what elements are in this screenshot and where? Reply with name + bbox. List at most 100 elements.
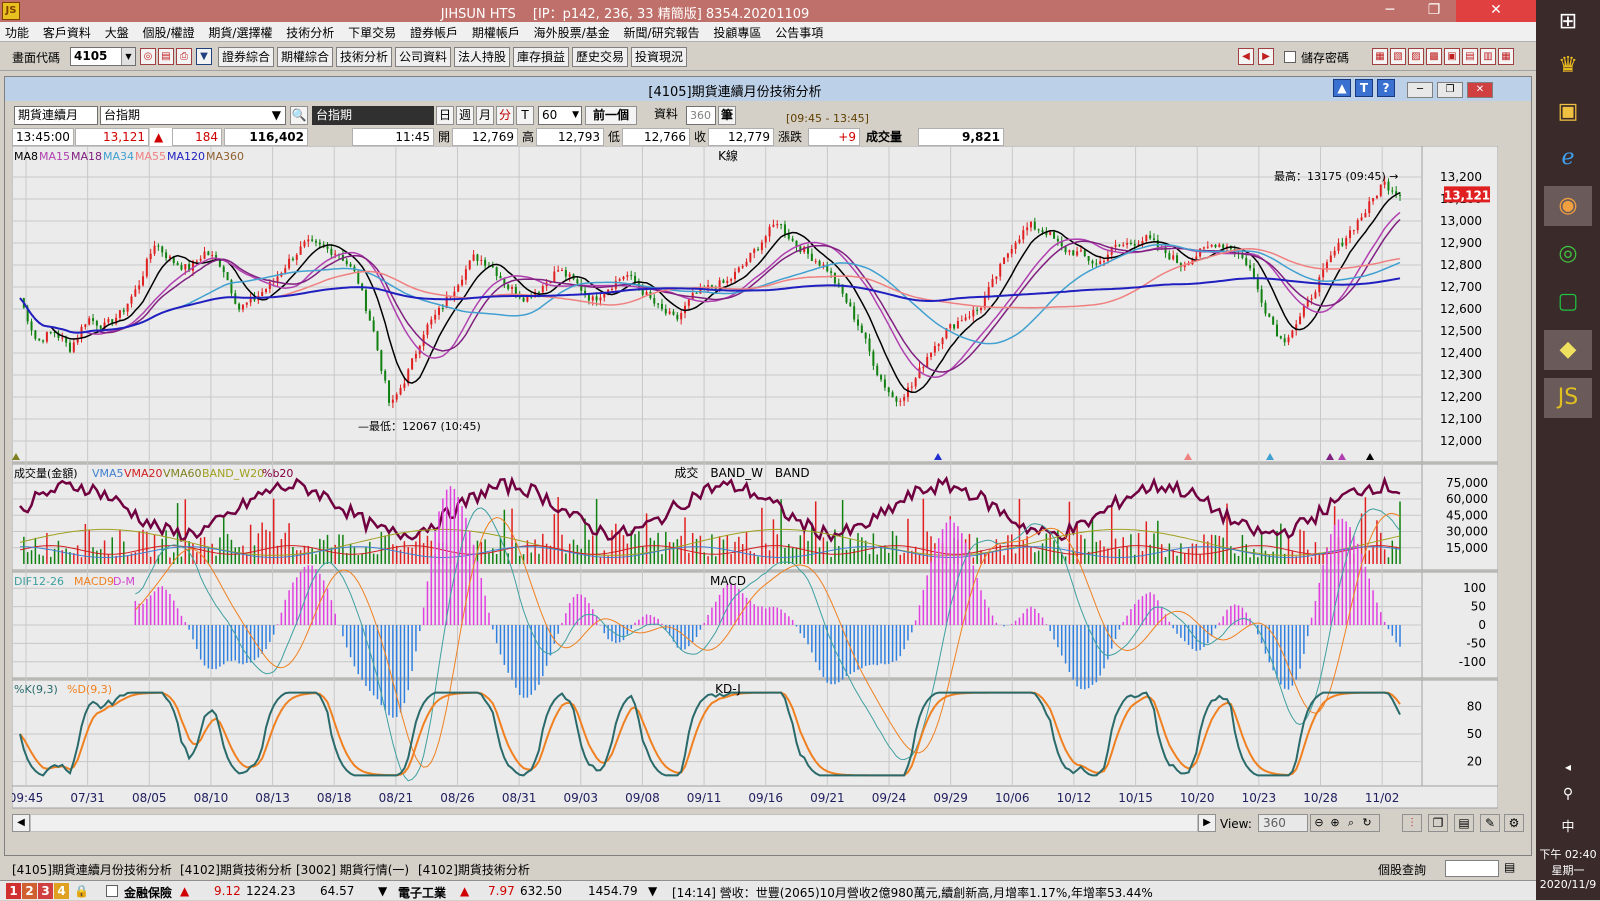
menu-item[interactable]: 大盤 (104, 26, 129, 40)
toolbar-button[interactable]: 法人持股 (454, 47, 510, 67)
tool-icon[interactable]: ▣ (1444, 48, 1460, 65)
chevron-down-icon[interactable]: ▼ (378, 884, 388, 898)
menu-item[interactable]: 海外股票/基金 (533, 26, 610, 40)
scroll-left-icon[interactable]: ◀ (12, 814, 30, 832)
news-ticker[interactable]: [14:14] 營收：世豐(2065)10月營收2億980萬元,續創新高,月增率… (672, 886, 1153, 900)
interval-select[interactable]: 60 ▼ (538, 106, 582, 125)
line-icon[interactable]: ▢ (1557, 289, 1579, 314)
print-icon[interactable]: ⎙ (176, 48, 192, 65)
gear-icon[interactable]: ⚙ (1504, 814, 1524, 832)
arrow-right-icon[interactable]: ▶ (1258, 48, 1274, 65)
tab-4105[interactable]: [4105]期貨連續月份技術分析 (12, 863, 172, 877)
period-month-button[interactable]: 月 (476, 106, 494, 125)
tab-3002[interactable]: [3002] 期貨行情(一) (296, 863, 410, 877)
menu-item[interactable]: 證券帳戶 (409, 26, 458, 40)
page-4-button[interactable]: 4 (54, 883, 69, 899)
tool-icon[interactable]: ▦ (1372, 48, 1388, 65)
ie-icon[interactable]: ℯ (1561, 145, 1575, 170)
up-icon[interactable]: ▲ (1333, 79, 1351, 97)
menu-item[interactable]: 期權帳戶 (471, 26, 520, 40)
ticker-checkbox[interactable] (106, 885, 118, 897)
toolbar-button[interactable]: 庫存損益 (513, 47, 569, 67)
menu-item[interactable]: 投顧專區 (713, 26, 762, 40)
period-week-button[interactable]: 週 (456, 106, 474, 125)
indicator-icon[interactable]: ⫶ (1402, 814, 1422, 832)
menu-item[interactable]: 期貨/選擇權 (208, 26, 273, 40)
tool-icon[interactable]: ▥ (1480, 48, 1496, 65)
dropdown-icon[interactable]: ▼ (196, 48, 212, 65)
note-icon[interactable]: ◆ (1544, 330, 1592, 370)
chevron-down-icon[interactable]: ▼ (648, 884, 658, 898)
network-icon[interactable]: ⚲ (1562, 786, 1574, 802)
search-icon[interactable]: 🔍 (290, 106, 308, 125)
period-minute-button[interactable]: 分 (496, 106, 514, 125)
close-icon[interactable]: ✕ (1467, 82, 1493, 98)
menu-item[interactable]: 新聞/研究報告 (623, 26, 700, 40)
list-icon[interactable]: ▤ (158, 48, 174, 65)
scroll-right-icon[interactable]: ▶ (1198, 814, 1216, 832)
toolbar-button[interactable]: 投資現況 (631, 47, 687, 67)
chart-area[interactable]: 09:45 07/31 08/05 08/10 08/13 08/18 08/21 08/26… (12, 146, 1498, 810)
period-day-button[interactable]: 日 (436, 106, 454, 125)
page-3-button[interactable]: 3 (38, 883, 53, 899)
prev-button[interactable]: 前一個 (585, 106, 637, 125)
chevron-down-icon[interactable]: ▼ (572, 110, 579, 120)
tool-icon[interactable]: ▨ (1408, 48, 1424, 65)
chart-svg[interactable]: 09:45 07/31 08/05 08/10 08/13 08/18 08/21 08/26… (12, 146, 1498, 810)
text-icon[interactable]: T (1355, 79, 1373, 97)
page-1-button[interactable]: 1 (6, 883, 21, 899)
search-icon[interactable]: ◎ (140, 48, 156, 65)
toolbar-button[interactable]: 證券綜合 (218, 47, 274, 67)
period-tick-button[interactable]: T (516, 106, 534, 125)
toolbar-button[interactable]: 技術分析 (336, 47, 392, 67)
toolbar-button[interactable]: 歷史交易 (572, 47, 628, 67)
page-2-button[interactable]: 2 (22, 883, 37, 899)
menu-item[interactable]: 技術分析 (286, 26, 335, 40)
chevron-down-icon[interactable]: ▼ (271, 108, 281, 122)
code-input[interactable]: 4105 ▼ (70, 47, 136, 66)
layout-icon[interactable]: ▤ (1454, 814, 1474, 832)
tool-icon[interactable]: ▧ (1390, 48, 1406, 65)
zoom-tools[interactable]: ⊖ ⊕ ⌕ ↻ (1310, 814, 1380, 832)
help-icon[interactable]: ? (1377, 79, 1395, 97)
zoom-in-icon[interactable]: ⊕ (1330, 816, 1340, 829)
tab-4102-b[interactable]: [4102]期貨技術分析 (418, 863, 530, 877)
paint-icon[interactable]: ◉ (1544, 186, 1592, 226)
view-input[interactable]: 360 (1258, 814, 1308, 832)
window-icon[interactable]: ❐ (1428, 814, 1448, 832)
tool-icon[interactable]: ▦ (1498, 48, 1514, 65)
product-select[interactable]: 台指期 ▼ (100, 106, 286, 125)
expand-tray-icon[interactable]: ◂ (1564, 760, 1572, 774)
magnify-icon[interactable]: ⌕ (1347, 816, 1355, 829)
toolbar-button[interactable]: 期權綜合 (277, 47, 333, 67)
pen-icon[interactable]: ✎ (1480, 814, 1500, 832)
minimize-icon[interactable]: ─ (1407, 82, 1433, 98)
refresh-icon[interactable]: ↻ (1362, 816, 1372, 829)
zoom-out-icon[interactable]: ⊖ (1314, 816, 1324, 829)
data-count-input[interactable]: 360 (686, 106, 716, 125)
save-password-checkbox[interactable] (1284, 51, 1296, 63)
tab-4102[interactable]: [4102]期貨技術分析 (180, 863, 292, 877)
tool-icon[interactable]: ▩ (1426, 48, 1442, 65)
restore-icon[interactable]: ❐ (1437, 82, 1463, 98)
menu-item[interactable]: 公告事項 (775, 26, 824, 40)
product-type-select[interactable]: 期貨連續月 (14, 106, 98, 125)
chrome-icon[interactable]: ◎ (1558, 241, 1578, 266)
menu-item[interactable]: 功能 (5, 26, 30, 40)
menu-item[interactable]: 下單交易 (348, 26, 397, 40)
ime-indicator[interactable]: 中 (1561, 820, 1575, 835)
close-icon[interactable]: ✕ (1456, 0, 1536, 22)
crown-icon[interactable]: ♛ (1558, 53, 1578, 78)
folder-icon[interactable]: ▣ (1557, 99, 1579, 124)
stock-query-input[interactable] (1445, 860, 1499, 877)
menu-item[interactable]: 客戶資料 (42, 26, 91, 40)
jihsun-icon[interactable]: JS (1544, 378, 1592, 418)
windows-start-icon[interactable]: ⊞ (1558, 9, 1578, 34)
lock-icon[interactable]: 🔒 (74, 884, 89, 898)
menu-item[interactable]: 個股/權證 (142, 26, 195, 40)
horizontal-scrollbar[interactable] (30, 814, 1198, 832)
minimize-icon[interactable]: ─ (1385, 2, 1395, 18)
restore-icon[interactable]: ❐ (1427, 2, 1441, 18)
chevron-down-icon[interactable]: ▼ (121, 48, 135, 65)
list-icon[interactable]: ▤ (1504, 860, 1516, 874)
